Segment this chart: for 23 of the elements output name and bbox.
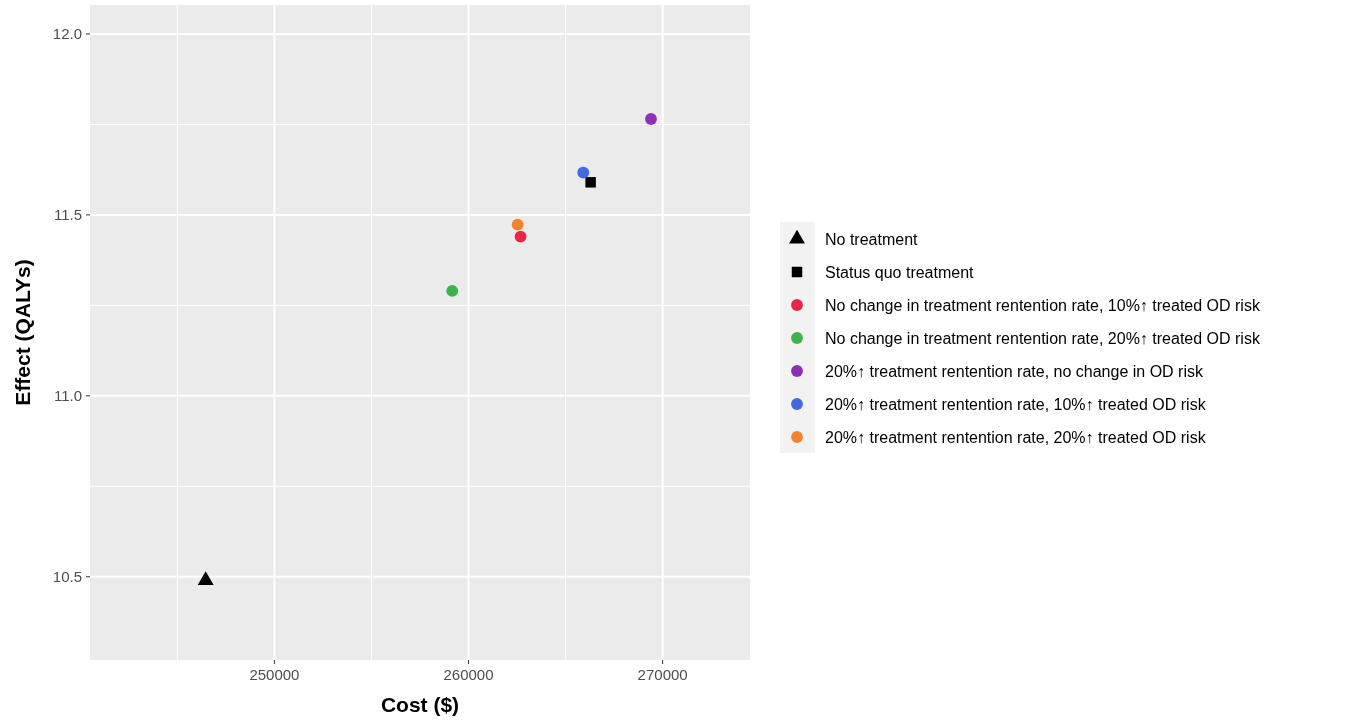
legend-label: 20%↑ treatment rentention rate, 20%↑ treated OD risk (825, 428, 1207, 446)
point (514, 230, 527, 243)
point (446, 284, 459, 297)
x-tick-label: 270000 (637, 666, 688, 683)
point (197, 571, 214, 585)
x-tick-label: 250000 (249, 666, 300, 683)
y-tick-label: 11.5 (53, 206, 82, 224)
x-axis-title: Cost ($) (380, 693, 460, 716)
point (577, 166, 590, 179)
y-tick-label: 11.0 (53, 387, 82, 405)
point (585, 177, 596, 188)
legend-label: 20%↑ treatment rentention rate, 10%↑ treated OD risk (825, 395, 1207, 413)
point (645, 113, 657, 125)
legend-label: Status quo treatment (825, 263, 975, 281)
x-tick-label: 260000 (443, 666, 494, 683)
y-tick-label: 12.0 (52, 25, 82, 43)
legend-label: 20%↑ treatment rentention rate, no change in OD risk (825, 362, 1204, 380)
legend-label: No treatment (825, 230, 919, 248)
y-tick-label: 10.5 (52, 568, 82, 586)
legend-label: No change in treatment rentention rate, 10%↑ treated OD risk (825, 296, 1261, 314)
point (511, 218, 524, 231)
y-axis-title: Effect (QALYs) (11, 259, 34, 406)
legend-label: No change in treatment rentention rate, 20%↑ treated OD risk (825, 329, 1261, 347)
